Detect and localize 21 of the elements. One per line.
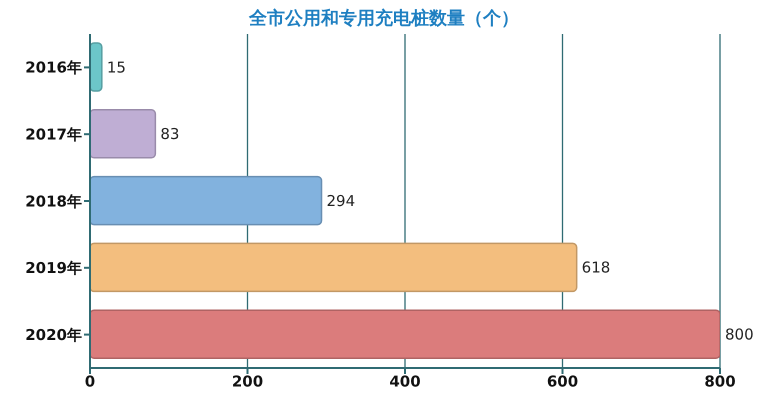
bar: [90, 309, 720, 359]
x-tick-label: 200: [232, 372, 264, 391]
data-label: 15: [106, 58, 126, 76]
bar: [90, 42, 103, 92]
y-tick-label: 2016年: [25, 58, 82, 77]
bar: [90, 109, 156, 159]
bar: [90, 176, 322, 226]
data-label: 618: [582, 258, 610, 277]
y-tick-label: 2020年: [25, 326, 82, 344]
x-tick-label: 400: [389, 372, 421, 391]
y-tick-label: 2017年: [25, 126, 82, 144]
chart-title: 全市公用和专用充电桩数量（个）: [248, 8, 520, 31]
x-tick-label: 0: [84, 372, 96, 391]
data-label: 294: [326, 192, 356, 210]
x-tick-label: 800: [704, 372, 736, 391]
x-tick-label: 600: [546, 372, 578, 391]
data-label: 800: [725, 326, 754, 344]
y-tick-label: 2019年: [25, 259, 82, 278]
data-label: 83: [160, 125, 180, 144]
y-tick-label: 2018年: [25, 192, 82, 210]
bar: [90, 242, 578, 292]
